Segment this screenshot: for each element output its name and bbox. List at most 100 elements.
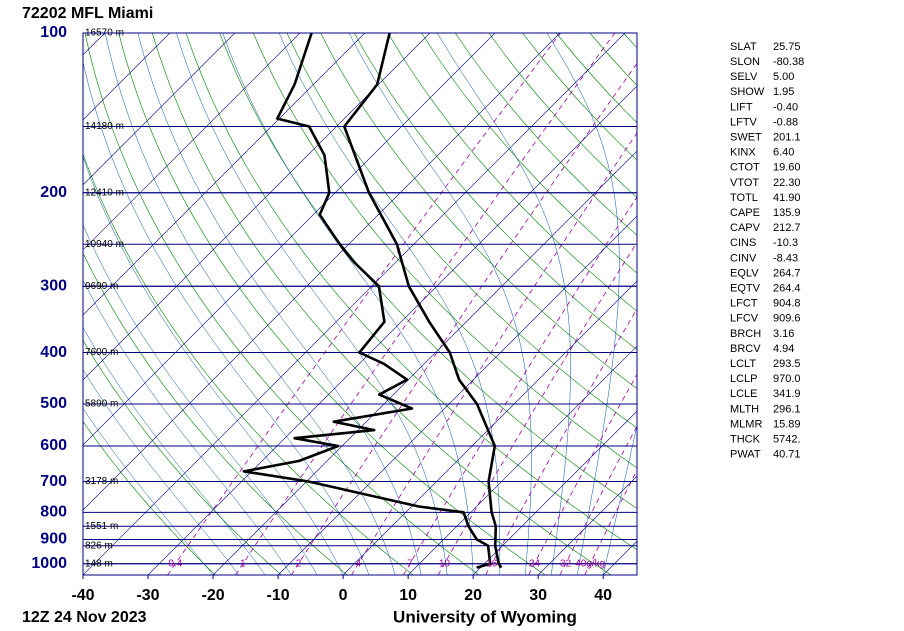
moist-adiabat xyxy=(83,60,370,575)
stat-label: CAPV xyxy=(730,222,761,234)
stat-value: 19.60 xyxy=(773,162,801,174)
stat-label: EQTV xyxy=(730,283,761,295)
stat-label: EQLV xyxy=(730,267,759,279)
stat-label: LFTV xyxy=(730,116,758,128)
isotherm xyxy=(83,33,236,186)
stat-label: SELV xyxy=(730,71,758,83)
stat-value: -80.38 xyxy=(773,56,804,68)
y-tick-label: 600 xyxy=(40,437,67,454)
moist-adiabat xyxy=(278,33,500,575)
stat-value: 40.71 xyxy=(773,449,801,461)
height-label: 3178 m xyxy=(85,476,118,487)
moist-adiabat xyxy=(83,327,266,575)
stat-label: CTOT xyxy=(730,162,760,174)
y-tick-label: 1000 xyxy=(31,555,67,572)
stat-value: 6.40 xyxy=(773,147,794,159)
isotherm xyxy=(83,33,431,381)
mixing-ratio-label: 40g/kg xyxy=(575,558,605,569)
stat-label: KINX xyxy=(730,147,756,159)
moist-adiabat xyxy=(83,369,240,575)
plot-frame xyxy=(82,32,638,576)
mixing-ratio-label: 16 xyxy=(486,558,498,569)
dry-adiabat xyxy=(623,33,637,49)
mixing-ratio-line xyxy=(403,196,637,575)
moist-adiabat xyxy=(602,424,637,575)
height-label: 826 m xyxy=(85,540,113,551)
mixing-ratio-line xyxy=(528,373,637,575)
dry-adiabat xyxy=(354,33,637,351)
dry-adiabat xyxy=(83,339,282,575)
isotherm xyxy=(83,33,301,251)
mixing-ratio-line xyxy=(235,33,616,575)
dry-adiabat xyxy=(83,152,414,575)
stat-label: LCLE xyxy=(730,388,758,400)
stat-value: -0.88 xyxy=(773,116,798,128)
stat-value: 5.00 xyxy=(773,71,794,83)
stat-value: 970.0 xyxy=(773,373,801,385)
dry-adiabat xyxy=(488,33,637,198)
stat-label: TOTL xyxy=(730,192,758,204)
stat-label: LIFT xyxy=(730,101,753,113)
moist-adiabat xyxy=(137,33,422,575)
moist-adiabat xyxy=(348,33,532,575)
isotherm xyxy=(212,150,637,575)
y-tick-label: 100 xyxy=(40,24,67,41)
height-label: 148 m xyxy=(85,558,113,569)
mixing-ratio-line xyxy=(437,241,637,575)
stat-value: 4.94 xyxy=(773,343,794,355)
stat-value: 41.90 xyxy=(773,192,801,204)
isotherm xyxy=(83,33,561,511)
stat-value: 3.16 xyxy=(773,328,794,340)
x-tick-label: 20 xyxy=(464,587,482,604)
stat-value: 15.89 xyxy=(773,418,801,430)
stat-label: BRCH xyxy=(730,328,761,340)
isotherm xyxy=(83,33,106,56)
stat-label: LCLT xyxy=(730,358,756,370)
plot-data xyxy=(242,33,503,569)
stat-label: LFCV xyxy=(730,313,759,325)
dry-adiabat xyxy=(522,33,637,161)
stat-label: PWAT xyxy=(730,449,761,461)
date-label: 12Z 24 Nov 2023 xyxy=(22,609,147,626)
sounding-profile xyxy=(343,33,503,569)
y-tick-label: 900 xyxy=(40,531,67,548)
isotherm xyxy=(83,33,366,316)
dry-adiabat xyxy=(421,33,637,274)
height-label: 5890 m xyxy=(85,399,118,410)
dry-adiabat xyxy=(83,420,216,575)
dry-adiabat xyxy=(118,33,546,575)
stat-value: -10.3 xyxy=(773,237,798,249)
stat-value: 25.75 xyxy=(773,41,801,53)
moist-adiabat xyxy=(546,33,620,575)
isotherm xyxy=(407,345,637,575)
mixing-ratio-label: 4 xyxy=(356,558,362,569)
stat-label: MLMR xyxy=(730,418,762,430)
y-tick-label: 400 xyxy=(40,344,67,361)
y-tick-label: 500 xyxy=(40,395,67,412)
x-tick-label: 10 xyxy=(399,587,417,604)
x-tick-label: 0 xyxy=(339,587,348,604)
moist-adiabat xyxy=(104,33,396,575)
stat-value: 22.30 xyxy=(773,177,801,189)
stat-value: 909.6 xyxy=(773,313,801,325)
stat-label: LFCT xyxy=(730,298,758,310)
axes: 0.4 1 2 4 7 10 16 24 32 40g/kg-40 -30 -20 -10 0 10 20 30… xyxy=(31,24,804,604)
moist-adiabat xyxy=(176,33,448,575)
stat-value: -0.40 xyxy=(773,101,798,113)
stat-value: 1.95 xyxy=(773,86,794,98)
stat-label: LCLP xyxy=(730,373,758,385)
stat-value: 135.9 xyxy=(773,207,801,219)
height-label: 10940 m xyxy=(85,239,124,250)
stat-label: CAPE xyxy=(730,207,760,219)
dry-adiabat xyxy=(320,33,637,389)
stat-label: MLTH xyxy=(730,403,759,415)
x-tick-label: -30 xyxy=(136,587,159,604)
dry-adiabat xyxy=(387,33,637,312)
mixing-ratio-label: 0.4 xyxy=(168,558,182,569)
stat-value: 201.1 xyxy=(773,132,801,144)
sounding-profile xyxy=(242,33,492,569)
stat-value: 341.9 xyxy=(773,388,801,400)
moist-adiabat xyxy=(83,279,292,575)
y-tick-label: 700 xyxy=(40,473,67,490)
